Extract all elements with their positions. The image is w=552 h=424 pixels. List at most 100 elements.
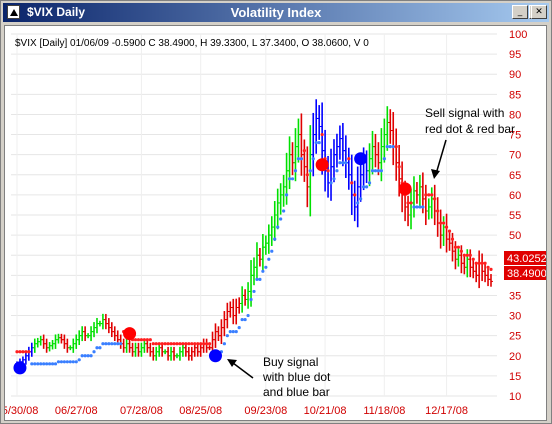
sell-signal-dot [123,327,137,341]
trend-dot [284,193,289,197]
trend-dot [394,145,398,149]
trend-dot [166,342,170,346]
window-title: $VIX Daily [27,5,86,19]
trend-dots [15,132,493,366]
trend-dot [305,173,309,177]
trend-dot [160,342,164,346]
trend-dot [456,245,461,249]
trend-dot [296,157,301,161]
last-price-value: 38.4900 [507,268,546,280]
trend-dot [373,169,378,173]
trend-dot [385,145,389,149]
app-icon[interactable] [7,5,20,19]
trend-dot [74,360,78,364]
trend-dot [436,209,440,213]
y-tick-label: 75 [509,130,521,142]
trend-dot [483,261,487,265]
trend-dot [252,289,256,294]
trend-dot [237,326,241,330]
trend-dot [261,269,265,273]
y-tick-label: 35 [509,290,521,302]
trend-dot [299,157,303,161]
trend-dot [367,181,372,185]
upper-price-tag: 43.0252 [504,251,546,265]
trend-dot [477,261,481,265]
trend-dot [181,342,185,346]
trend-dot [142,338,146,342]
x-tick-label: 09/23/08 [244,405,287,417]
trend-dot [341,161,345,165]
trend-dot [243,317,247,322]
y-tick-label: 15 [509,371,521,383]
trend-dot [175,342,179,346]
trend-dot [172,342,176,346]
trend-dot [59,360,64,364]
buy-annotation: Buy signal with blue dot and blue bar [227,355,331,399]
trend-dot [442,221,446,225]
y-tick-label: 25 [509,331,521,343]
trend-dot [222,342,226,346]
trend-dot [249,297,253,302]
buy-signal-dot [208,349,222,363]
trend-dot [62,360,66,364]
trend-dot [465,253,469,257]
y-tick-label: 95 [509,49,521,61]
sell-arrow-line [435,139,447,175]
buy-signal-dot [13,361,27,375]
trend-dot [139,338,144,342]
sell-arrow-head [431,169,440,179]
trend-dot [282,209,286,213]
trend-dot [302,149,306,153]
trend-dot [45,362,49,366]
sell-annotation-line-2: red dot & red bar [425,122,515,136]
trend-dot [199,342,203,346]
signal-markers [13,152,412,375]
trend-dot [391,145,395,149]
trend-dot [190,342,194,346]
trend-dot [184,342,188,346]
chart-canvas[interactable]: 101520253035404550556065707580859095100 … [5,26,546,420]
close-button[interactable]: ✕ [531,5,547,19]
trend-dot [418,205,422,209]
trend-dot [474,261,478,265]
trend-dot [439,221,443,225]
trend-dot [104,342,108,346]
trend-dot [193,342,197,346]
x-tick-label: 11/18/08 [363,405,405,417]
trend-dot [320,132,324,137]
trend-dot [329,181,333,185]
trend-dot [462,253,466,257]
trend-dot [196,342,200,346]
x-tick-label: 06/27/08 [55,405,98,417]
trend-dot [77,358,81,362]
trend-dot [326,169,330,173]
x-tick-label: 07/28/08 [120,405,163,417]
trend-dot [459,249,463,253]
trend-dot [98,346,102,350]
trend-dot [27,350,31,354]
trend-dot [133,338,138,342]
trend-dot [187,342,191,346]
trend-dot [148,338,152,342]
trend-dot [65,360,69,364]
trend-dot [471,257,475,261]
title-bar[interactable]: $VIX Daily Volatility Index _ □ [3,3,549,22]
trend-dot [415,205,419,209]
trend-dot [15,350,19,354]
trend-dot [427,193,431,197]
plot-area[interactable]: 101520253035404550556065707580859095100 … [4,25,547,421]
trend-dot [30,362,34,366]
trend-dot [270,249,274,253]
grid [11,33,497,397]
trend-dot [53,362,58,366]
sell-signal-dot [398,182,412,196]
trend-dot [89,354,93,358]
trend-dot [36,362,40,366]
trend-dot [18,350,22,354]
trend-dot [169,342,173,346]
minimize-button[interactable]: _ [512,5,528,19]
y-tick-label: 100 [509,29,527,41]
trend-dot [231,330,235,334]
trend-dot [468,253,472,257]
y-tick-label: 60 [509,190,521,202]
